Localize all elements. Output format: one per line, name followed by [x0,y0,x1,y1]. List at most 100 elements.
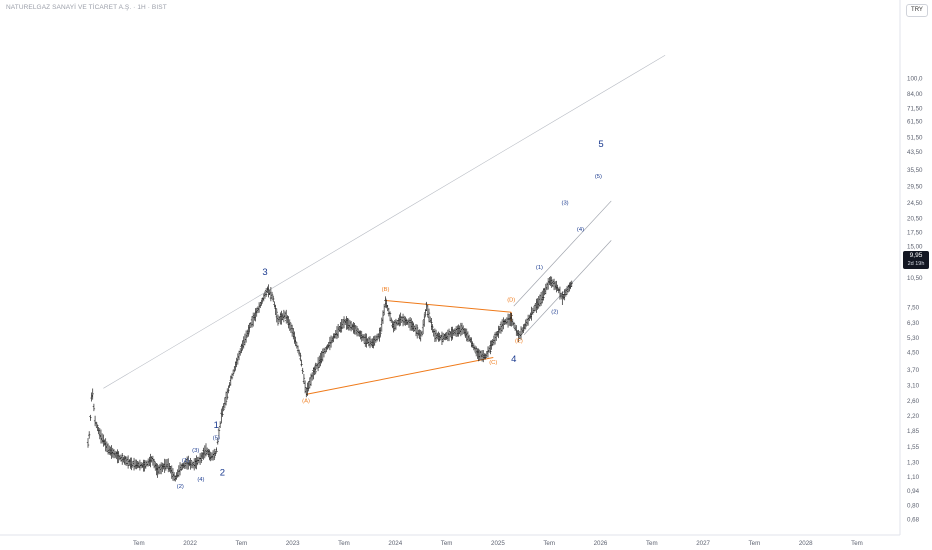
ohlc-bar [152,458,156,469]
subwave-label: (4) [197,477,204,483]
y-tick-label: 24,50 [907,200,923,207]
ohlc-bar [121,452,124,465]
y-tick-label: 10,50 [907,275,923,282]
ohlc-bar [484,353,487,360]
y-tick-label: 43,50 [907,149,923,156]
ohlc-bar [200,452,203,464]
triangle-wave-label: (A) [302,399,310,405]
x-tick-label: Tem [236,540,248,547]
y-tick-label: 6,30 [907,320,920,327]
ohlc-bar [276,314,280,326]
y-tick-label: 35,50 [907,167,923,174]
ohlc-bar [231,369,235,377]
y-tick-label: 1,30 [907,459,920,466]
ohlc-bar [329,335,333,348]
ohlc-bar [95,421,98,428]
ohlc-bar [531,307,535,315]
x-tick-label: Tem [441,540,453,547]
ohlc-bar [189,457,192,470]
ohlc-bar [214,450,217,456]
y-tick-label: 3,70 [907,367,920,374]
ohlc-bar [300,359,303,367]
primary-wave-label: 1 [214,420,219,431]
x-tick-label: Tem [646,540,658,547]
ohlc-bar [489,340,492,355]
subwave-label: (1) [536,265,543,271]
ohlc-bar [264,288,268,297]
ohlc-bar [384,296,387,308]
ohlc-bar [96,424,99,431]
y-tick-label: 5,30 [907,335,920,342]
y-tick-label: 2,20 [907,413,920,420]
triangle-wave-label: (D) [507,298,515,304]
ohlc-bar [260,299,263,306]
y-tick-label: 7,50 [907,305,920,312]
price-bars [86,276,573,482]
time-axis: Tem 2022 Tem 2023 Tem 2024 Tem 2025 Tem 2026 Tem 20… [0,534,900,547]
ohlc-bar [224,391,228,406]
ohlc-bar [216,438,219,445]
x-tick-label: 2028 [799,540,813,547]
subwave-label: (4) [577,227,584,233]
bar-countdown: 2d 19h [907,261,925,267]
y-tick-label: 100,0 [907,76,923,83]
ohlc-bar [510,312,513,327]
ohlc-bar [221,406,224,417]
y-tick-label: 3,10 [907,383,920,390]
ohlc-bar [270,291,274,300]
ohlc-bar [89,414,92,421]
x-tick-label: Tem [133,540,145,547]
y-tick-label: 0,68 [907,517,920,524]
primary-wave-label: 5 [598,139,603,150]
ohlc-bar [226,388,229,400]
currency-button[interactable]: TRY [906,4,928,17]
triangle-wave-label: (B) [382,287,390,293]
ohlc-bar [302,374,306,384]
ohlc-bar [570,280,573,287]
x-tick-label: 2025 [491,540,505,547]
ohlc-bar [379,327,382,337]
ohlc-bar [222,403,225,412]
ohlc-bar [91,388,94,400]
subwave-label: (3) [562,201,569,207]
primary-wave-label: 4 [511,354,516,365]
x-tick-label: Tem [749,540,761,547]
ohlc-bar [512,321,516,329]
y-tick-label: 1,85 [907,428,920,435]
triangle-wave-label: (C) [489,360,497,366]
trend-channels [103,54,666,389]
y-tick-label: 2,60 [907,398,920,405]
y-tick-label: 15,00 [907,243,923,250]
ohlc-bar [299,352,302,362]
ohlc-bar [375,333,379,342]
y-tick-label: 20,50 [907,216,923,223]
primary-wave-label: 2 [220,467,225,478]
ohlc-bar [542,288,545,301]
x-tick-label: Tem [338,540,350,547]
wave-labels: 3 1 2 4 5 (1) (2) (3) (4) (5) (1) (2) (3) (4) (5) (A) (B… [177,139,604,490]
y-tick-label: 0,80 [907,502,920,509]
x-tick-label: Tem [851,540,863,547]
ohlc-bar [215,447,218,453]
ohlc-bar [524,319,527,330]
x-tick-label: 2023 [286,540,300,547]
ohlc-bar [423,313,426,327]
ohlc-bar [378,327,381,342]
ohlc-bar [227,385,230,394]
ohlc-bar [430,318,433,331]
ohlc-bar [274,304,277,316]
y-tick-label: 71,50 [907,105,923,112]
lower-channel-line [523,240,612,335]
subwave-label: (1) [182,458,189,464]
ohlc-bar [427,308,431,323]
subwave-label: (3) [192,448,199,454]
ohlc-bar [233,366,236,373]
ohlc-bar [390,317,393,323]
subwave-label: (5) [595,174,602,180]
ohlc-bar [217,427,221,439]
ohlc-bar [399,312,402,326]
x-tick-label: 2027 [696,540,710,547]
ohlc-bar [213,448,216,461]
